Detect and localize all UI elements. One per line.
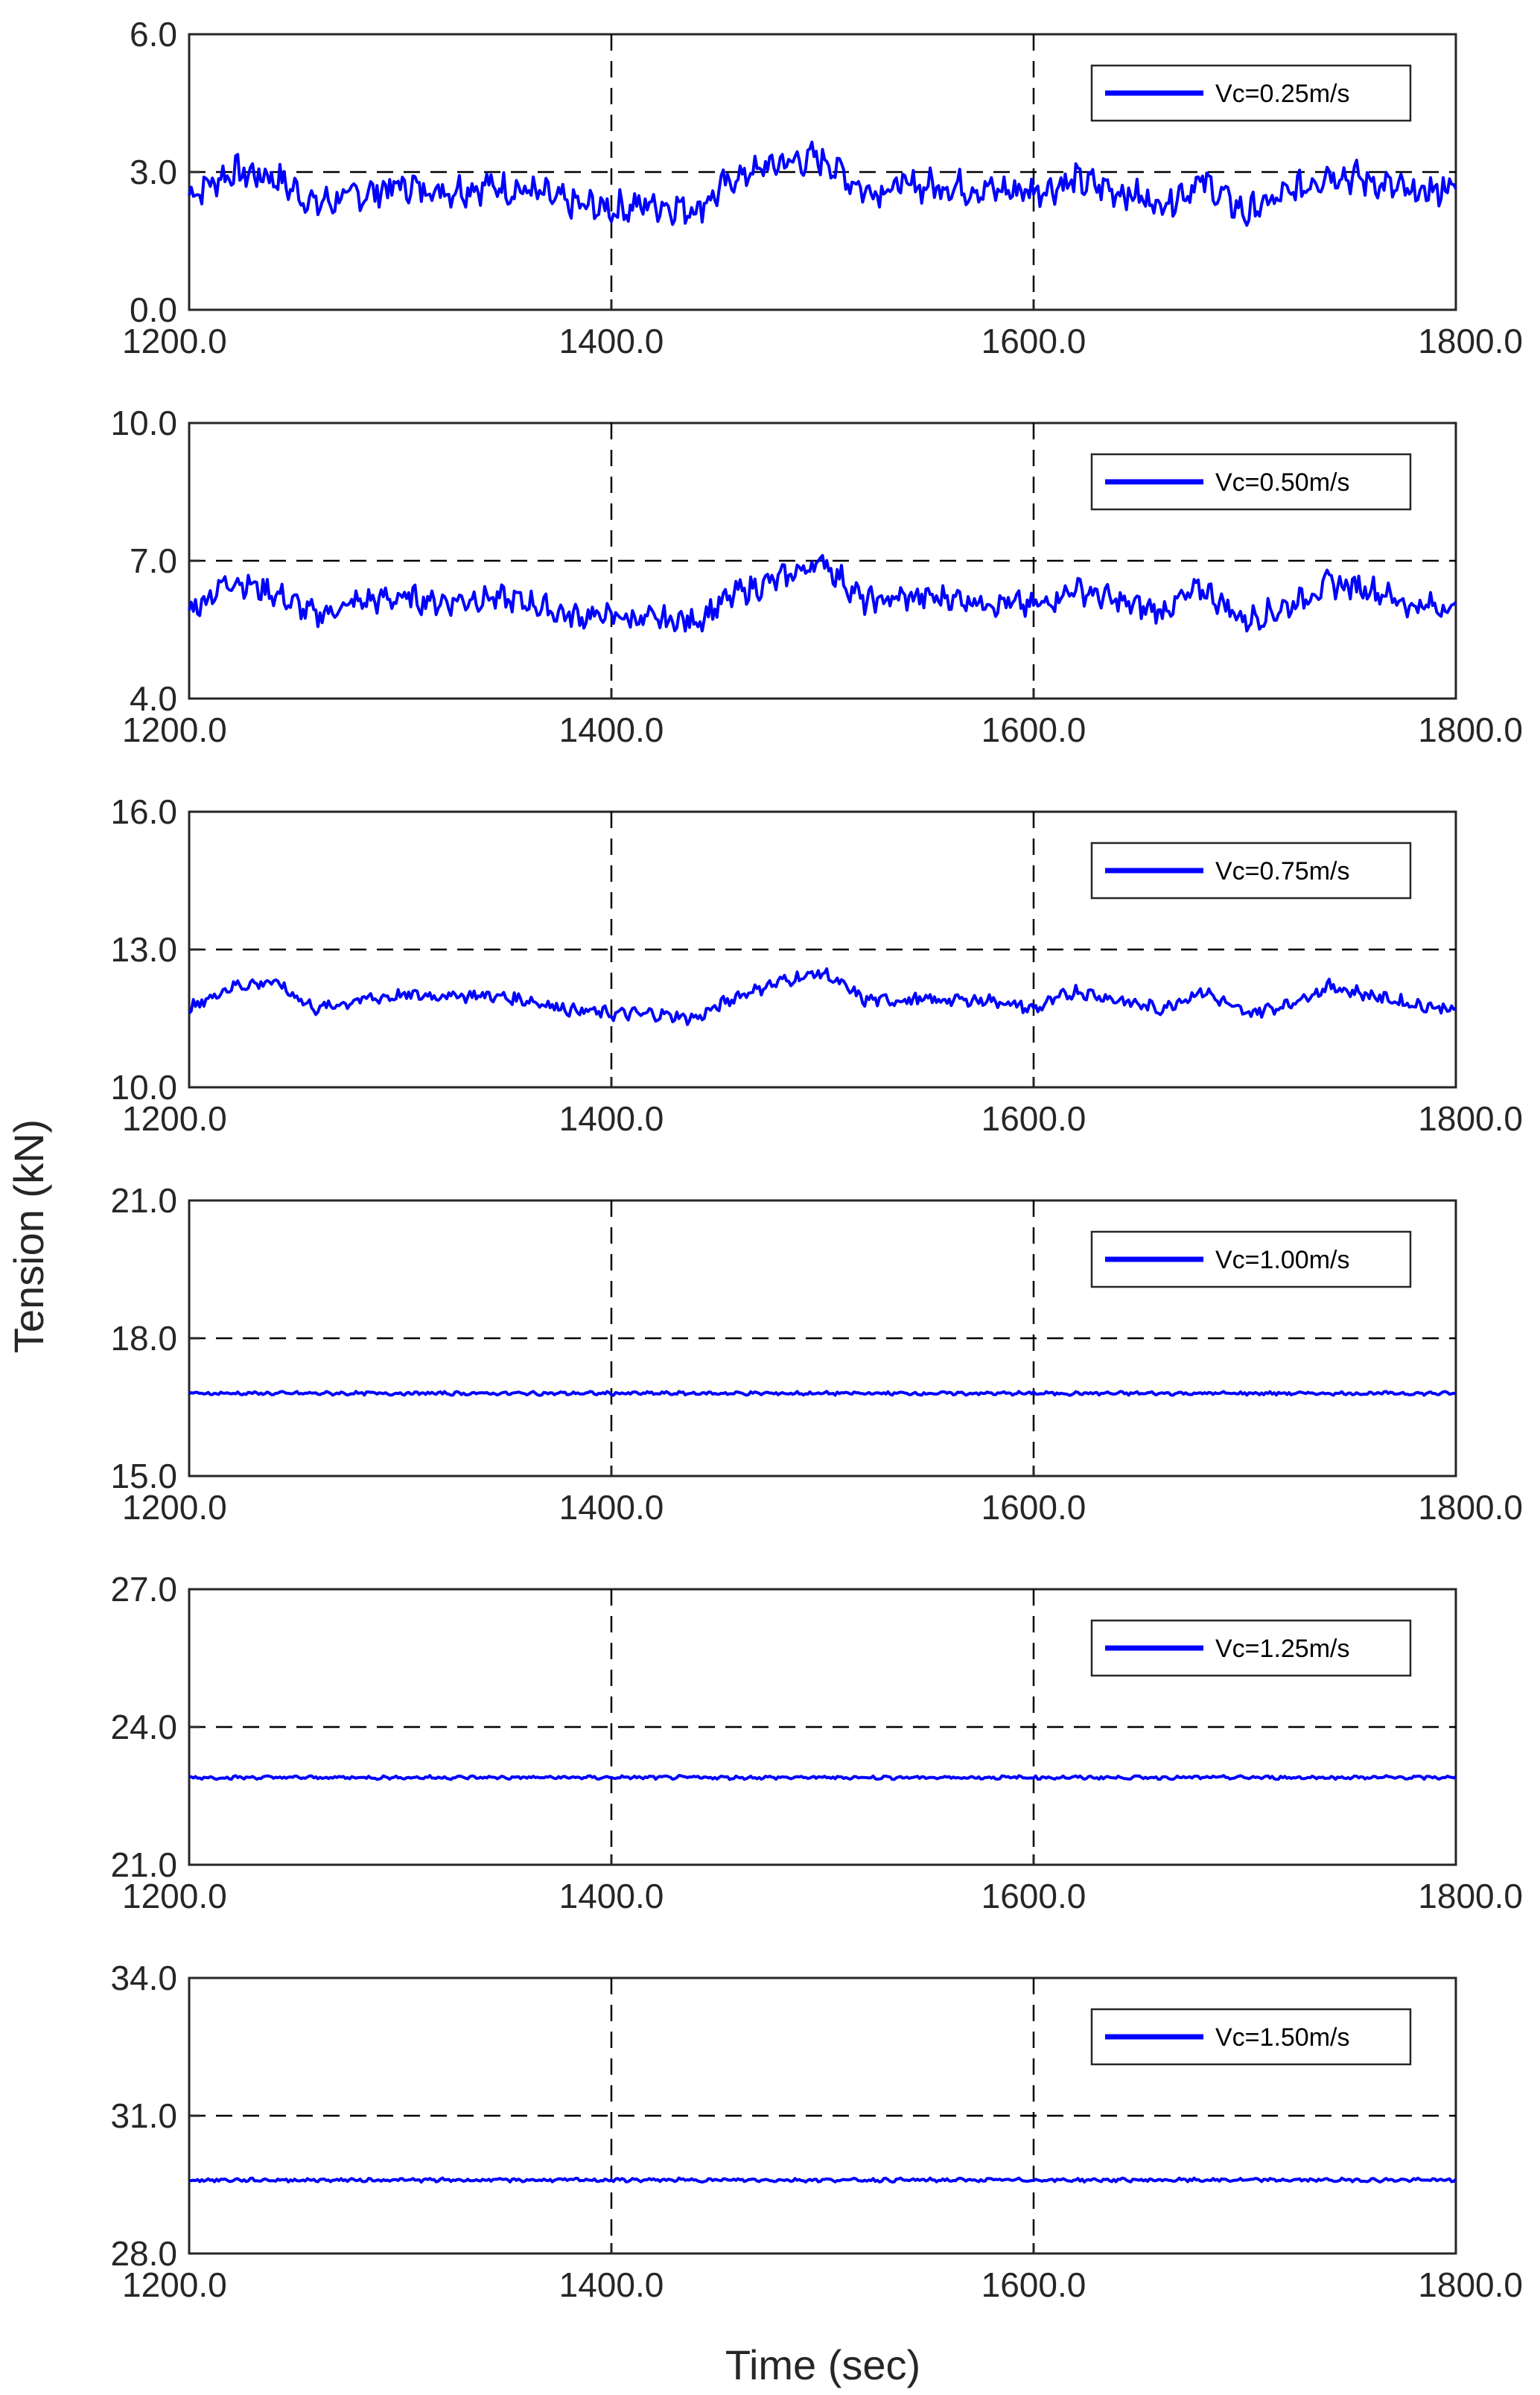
y-axis-title: Tension (kN) — [5, 1119, 52, 1353]
legend-label: Vc=1.25m/s — [1215, 1635, 1349, 1663]
x-tick-label: 1600.0 — [981, 1877, 1086, 1915]
x-axis-title: Time (sec) — [725, 2341, 920, 2388]
x-tick-label: 1800.0 — [1418, 1877, 1523, 1915]
legend-label: Vc=0.50m/s — [1215, 468, 1349, 497]
y-tick-label: 34.0 — [110, 1959, 177, 1997]
x-tick-label: 1600.0 — [981, 1488, 1086, 1527]
y-tick-label: 7.0 — [130, 541, 177, 580]
x-tick-label: 1200.0 — [122, 1877, 227, 1915]
y-tick-label: 10.0 — [110, 1068, 177, 1107]
y-tick-label: 24.0 — [110, 1708, 177, 1746]
chart-panel-2: 4.0 7.0 10.0 1200.0 1400.0 1600.0 1800.0 Vc=0.5… — [110, 404, 1523, 749]
x-tick-label: 1800.0 — [1418, 322, 1523, 360]
x-tick-label: 1400.0 — [559, 710, 664, 749]
legend-box — [1090, 842, 1412, 900]
x-tick-label: 1600.0 — [981, 710, 1086, 749]
series-line — [189, 2176, 1457, 2184]
legend-label: Vc=1.50m/s — [1215, 2023, 1349, 2052]
y-tick-label: 15.0 — [110, 1457, 177, 1495]
y-tick-label: 0.0 — [130, 290, 177, 329]
series-line — [188, 1774, 1457, 1781]
y-tick-label: 21.0 — [110, 1845, 177, 1884]
x-tick-label: 1400.0 — [559, 322, 664, 360]
x-tick-label: 1200.0 — [122, 710, 227, 749]
x-tick-label: 1400.0 — [559, 1488, 664, 1527]
y-tick-label: 4.0 — [130, 679, 177, 718]
chart-panel-1: 0.0 3.0 6.0 1200.0 1400.0 1600.0 1800.0 Vc=0.25… — [122, 15, 1523, 360]
x-tick-label: 1200.0 — [122, 1488, 227, 1527]
legend-label: Vc=1.00m/s — [1215, 1246, 1349, 1274]
y-tick-label: 31.0 — [110, 2096, 177, 2135]
series-line — [188, 140, 1457, 227]
y-tick-label: 18.0 — [110, 1319, 177, 1358]
chart-panels: 0.0 3.0 6.0 1200.0 1400.0 1600.0 1800.0 Vc=0.25… — [110, 15, 1523, 2304]
x-tick-label: 1800.0 — [1418, 710, 1523, 749]
series-line — [188, 1390, 1457, 1397]
x-tick-label: 1400.0 — [559, 1099, 664, 1138]
legend-label: Vc=0.25m/s — [1215, 80, 1349, 108]
x-tick-label: 1800.0 — [1418, 2265, 1523, 2304]
x-tick-label: 1800.0 — [1418, 1099, 1523, 1138]
y-tick-label: 28.0 — [110, 2234, 177, 2273]
x-tick-label: 1800.0 — [1418, 1488, 1523, 1527]
legend: Vc=0.75m/s — [1090, 842, 1412, 900]
x-tick-label: 1600.0 — [981, 322, 1086, 360]
legend: Vc=1.00m/s — [1090, 1230, 1412, 1288]
x-tick-label: 1200.0 — [122, 2265, 227, 2304]
legend: Vc=0.50m/s — [1090, 453, 1412, 511]
y-tick-label: 13.0 — [110, 930, 177, 969]
x-tick-label: 1200.0 — [122, 322, 227, 360]
y-tick-label: 16.0 — [110, 792, 177, 831]
legend-label: Vc=0.75m/s — [1215, 857, 1349, 885]
series-line — [188, 967, 1457, 1026]
y-tick-label: 3.0 — [130, 153, 177, 191]
chart-panel-5: 21.0 24.0 27.0 1200.0 1400.0 1600.0 1800.0 Vc=1… — [110, 1570, 1523, 1915]
chart-panel-4: 15.0 18.0 21.0 1200.0 1400.0 1600.0 1800.0 Vc=1… — [110, 1181, 1523, 1527]
x-tick-label: 1600.0 — [981, 2265, 1086, 2304]
series-line — [188, 554, 1457, 633]
y-tick-label: 21.0 — [110, 1181, 177, 1220]
y-tick-label: 6.0 — [130, 15, 177, 54]
y-tick-label: 27.0 — [110, 1570, 177, 1609]
x-tick-label: 1400.0 — [559, 2265, 664, 2304]
legend: Vc=1.25m/s — [1090, 1619, 1412, 1677]
y-tick-label: 10.0 — [110, 404, 177, 442]
legend: Vc=0.25m/s — [1090, 64, 1412, 122]
x-tick-label: 1600.0 — [981, 1099, 1086, 1138]
legend: Vc=1.50m/s — [1090, 2008, 1412, 2066]
chart-panel-3: 10.0 13.0 16.0 1200.0 1400.0 1600.0 1800.0 Vc=0… — [110, 792, 1523, 1138]
x-tick-label: 1200.0 — [122, 1099, 227, 1138]
chart-panel-6: 28.0 31.0 34.0 1200.0 1400.0 1600.0 1800.0 Vc=1… — [110, 1959, 1523, 2304]
x-tick-label: 1400.0 — [559, 1877, 664, 1915]
